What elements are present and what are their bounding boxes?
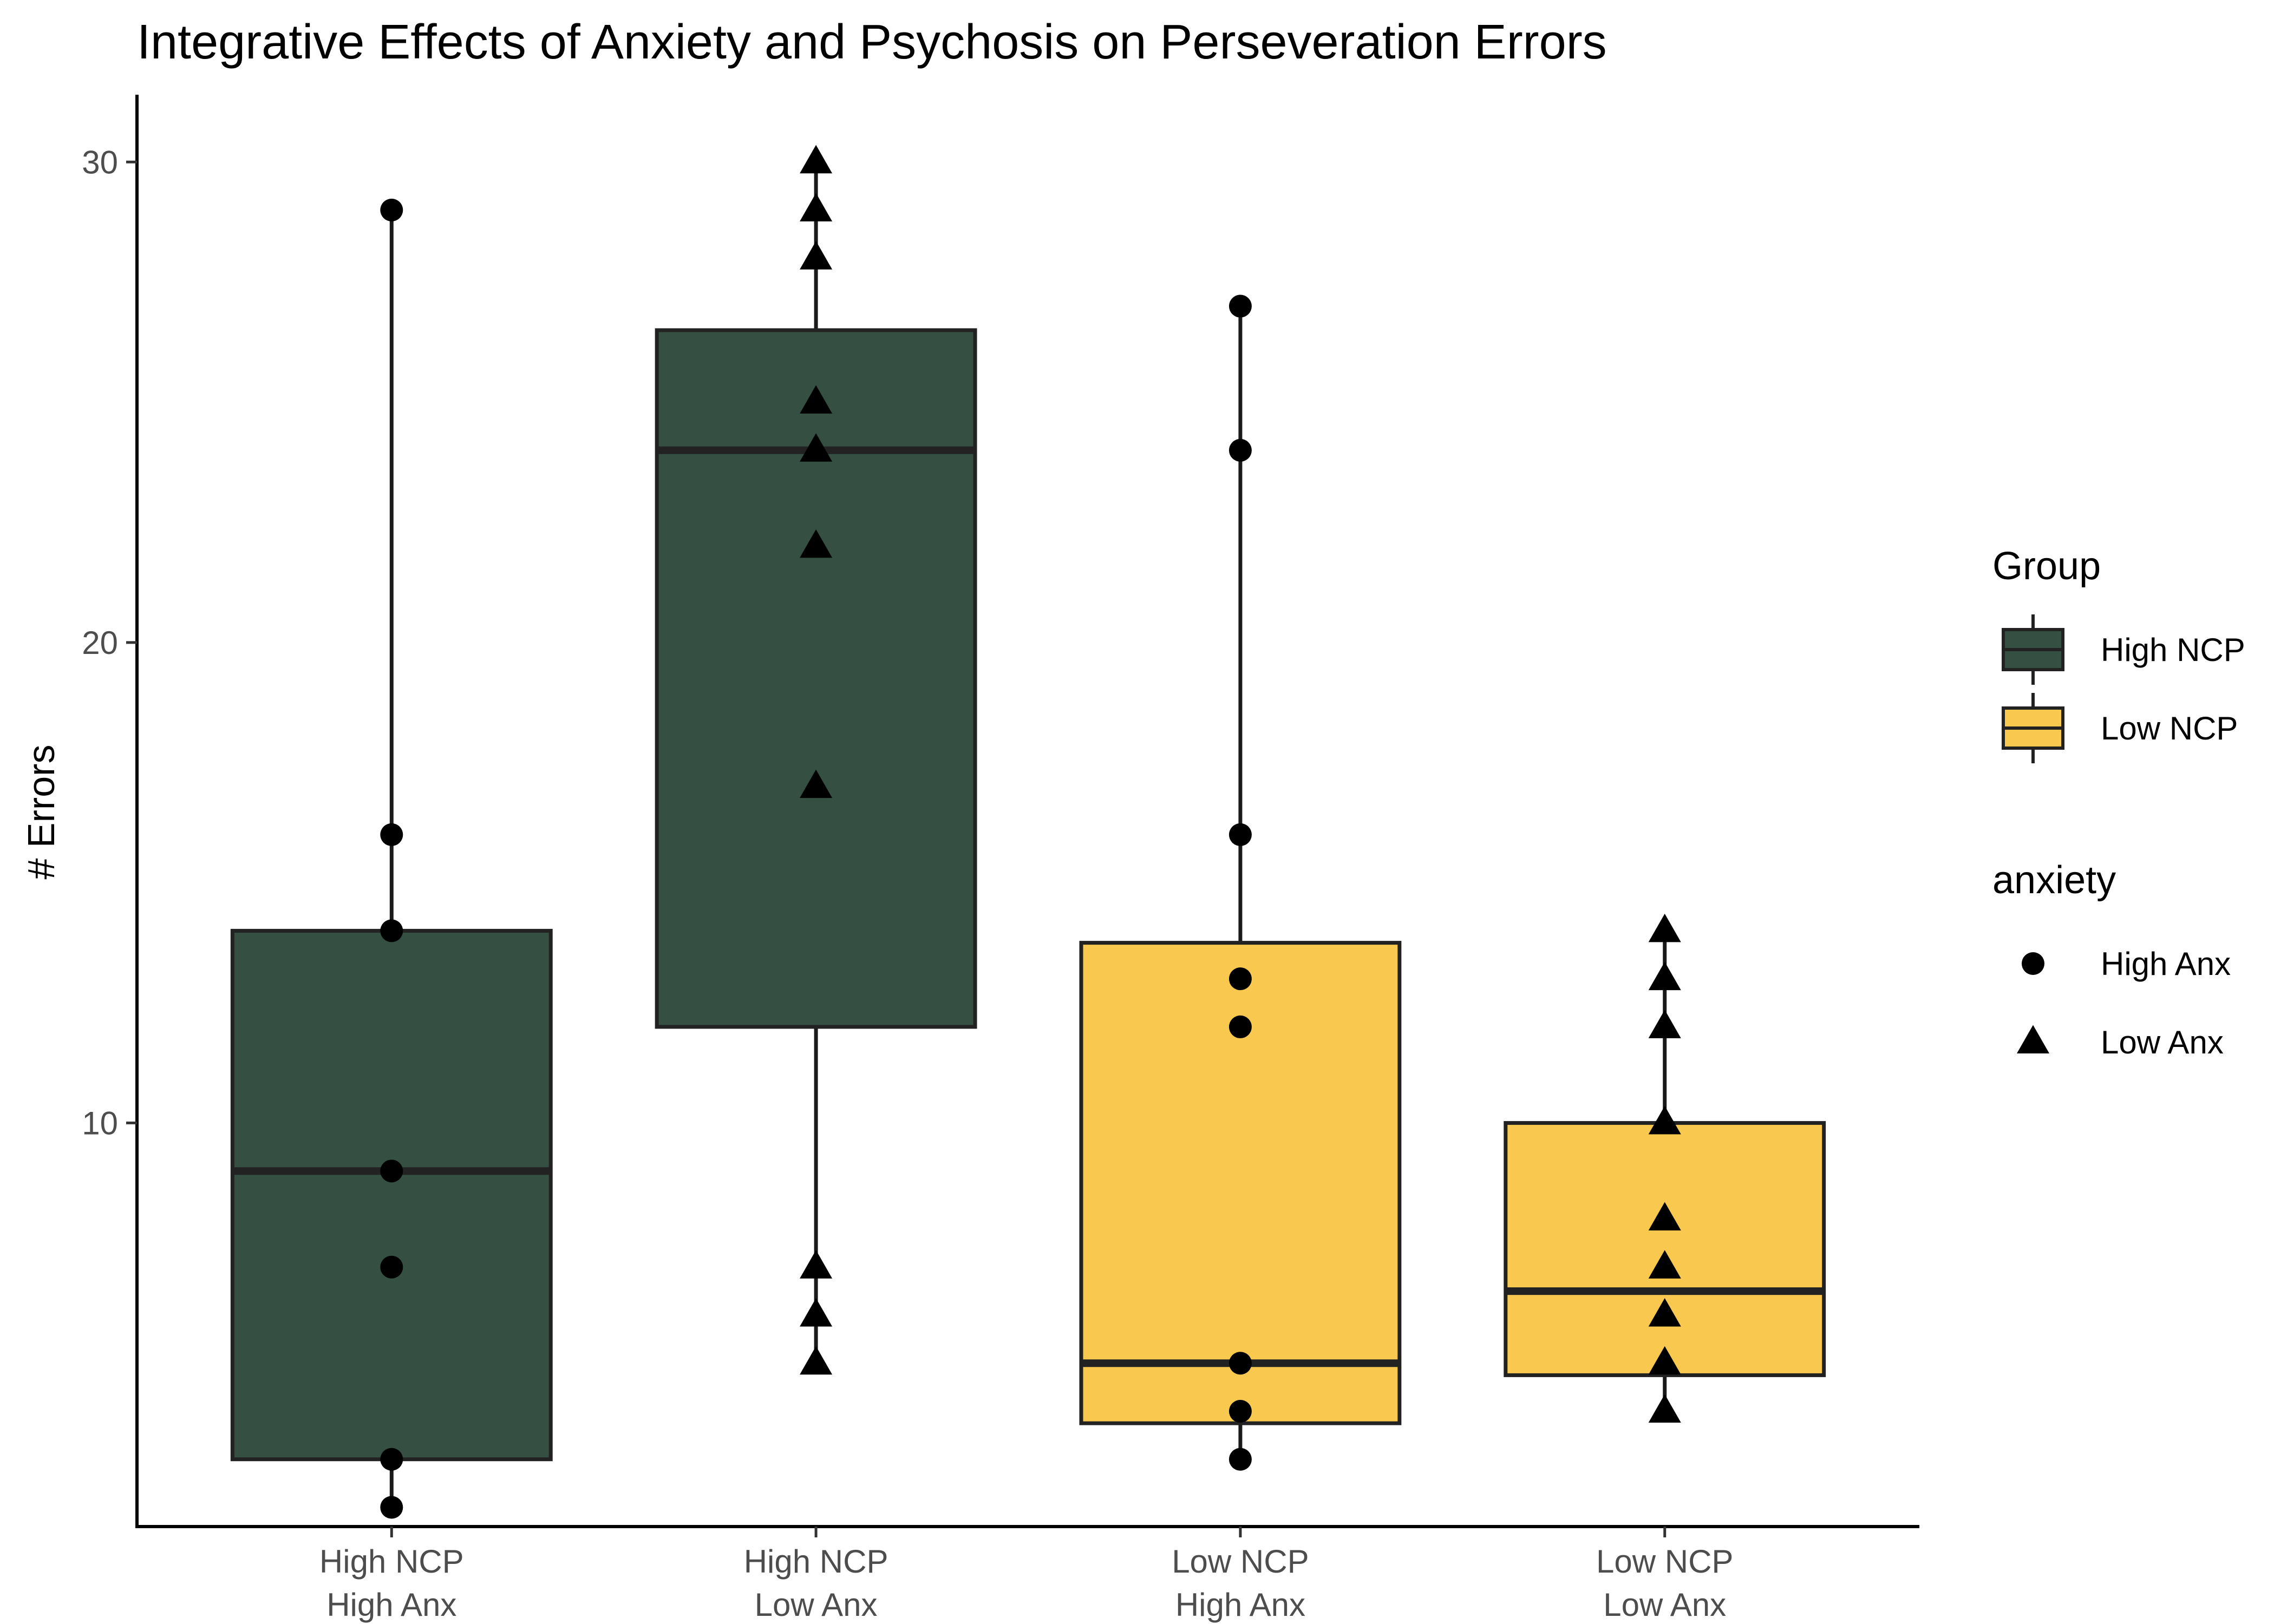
x-tick-label: High NCP <box>744 1543 888 1580</box>
data-point <box>380 1255 403 1279</box>
data-point <box>1648 1346 1681 1375</box>
data-point <box>1229 294 1252 318</box>
x-tick-label: High Anx <box>326 1587 456 1623</box>
data-point <box>1648 1202 1681 1230</box>
y-tick-label: 20 <box>82 625 118 661</box>
data-point <box>380 919 403 942</box>
data-point <box>800 241 833 270</box>
data-point <box>380 1496 403 1519</box>
data-point <box>1229 438 1252 462</box>
x-tick-label: Low Anx <box>1603 1587 1726 1623</box>
data-point <box>1229 1352 1252 1375</box>
legend: Group High NCP Low NCP anxiety High Anx Low A… <box>1992 545 2245 1060</box>
data-point <box>380 199 403 222</box>
data-point <box>800 1298 833 1327</box>
data-point <box>800 769 833 798</box>
legend-label-anxiety: High Anx <box>2101 946 2231 982</box>
box-body <box>1504 1121 1826 1377</box>
data-point <box>1229 1399 1252 1423</box>
data-point <box>380 1448 403 1471</box>
legend-title-anxiety: anxiety <box>1992 859 2116 902</box>
legend-key-marker <box>2022 952 2044 975</box>
x-tick-label: Low Anx <box>755 1587 878 1623</box>
data-point <box>1648 1394 1681 1423</box>
data-point <box>1648 961 1681 991</box>
data-point <box>800 145 833 174</box>
legend-label-group: High NCP <box>2101 632 2245 668</box>
legend-title-group: Group <box>1992 545 2101 588</box>
x-tick-label: Low NCP <box>1596 1543 1733 1580</box>
data-point <box>1648 1250 1681 1279</box>
data-point <box>800 193 833 222</box>
data-point <box>800 385 833 414</box>
data-point <box>1229 1015 1252 1038</box>
data-point <box>380 823 403 846</box>
data-point <box>1229 1448 1252 1471</box>
x-tick-label: High Anx <box>1175 1587 1305 1623</box>
data-point <box>1648 1105 1681 1135</box>
legend-label-group: Low NCP <box>2101 710 2238 746</box>
data-point <box>380 1160 403 1183</box>
data-point <box>1648 1010 1681 1038</box>
data-point <box>1229 967 1252 991</box>
x-tick-label: High NCP <box>319 1543 464 1580</box>
data-point <box>1648 1298 1681 1327</box>
chart-title: Integrative Effects of Anxiety and Psych… <box>137 15 1607 69</box>
legend-key-marker <box>2017 1025 2049 1053</box>
legend-label-anxiety: Low Anx <box>2101 1024 2224 1060</box>
data-point <box>800 529 833 558</box>
y-axis-title: # Errors <box>20 745 62 880</box>
plot-area: 10 20 30 High NCP High Anx High NCP Low Anx Low… <box>82 95 1919 1623</box>
data-point <box>1648 913 1681 942</box>
data-point <box>800 1250 833 1279</box>
data-point <box>800 433 833 462</box>
box-body <box>1079 941 1402 1425</box>
data-point <box>800 1346 833 1375</box>
y-tick-label: 30 <box>82 144 118 180</box>
data-point <box>1229 823 1252 846</box>
box-body <box>230 928 553 1462</box>
x-tick-label: Low NCP <box>1172 1543 1309 1580</box>
y-tick-label: 10 <box>82 1105 118 1141</box>
